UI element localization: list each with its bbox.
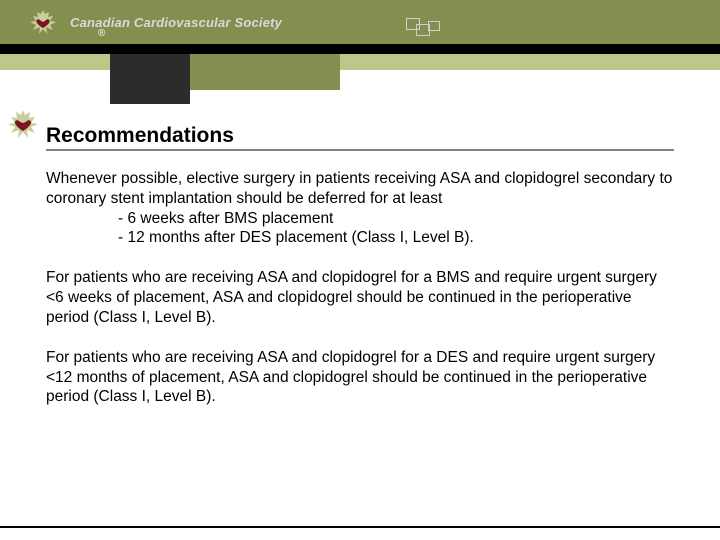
brand-logo: Canadian Cardiovascular Society [0, 8, 282, 36]
paragraph-1-bullet-2: - 12 months after DES placement (Class I… [46, 228, 674, 248]
paragraph-1-intro: Whenever possible, elective surgery in p… [46, 169, 674, 209]
registered-mark: ® [98, 28, 105, 39]
maple-leaf-heart-icon [26, 8, 60, 36]
slide-content: Recommendations Whenever possible, elect… [46, 124, 674, 427]
header-bar-black [0, 44, 720, 54]
corner-leaf-icon [4, 108, 42, 145]
slide-header: Canadian Cardiovascular Society ® [0, 0, 720, 70]
paragraph-3: For patients who are receiving ASA and c… [46, 348, 674, 407]
header-block-dark [110, 54, 190, 104]
paragraph-1-bullet-1: - 6 weeks after BMS placement [46, 209, 674, 229]
header-bar-green: Canadian Cardiovascular Society ® [0, 0, 720, 44]
header-block-olive [190, 54, 340, 90]
section-title: Recommendations [46, 124, 674, 151]
paragraph-1: Whenever possible, elective surgery in p… [46, 169, 674, 248]
header-bar-accent [0, 54, 720, 70]
footer-rule [0, 526, 720, 528]
paragraph-2: For patients who are receiving ASA and c… [46, 268, 674, 327]
